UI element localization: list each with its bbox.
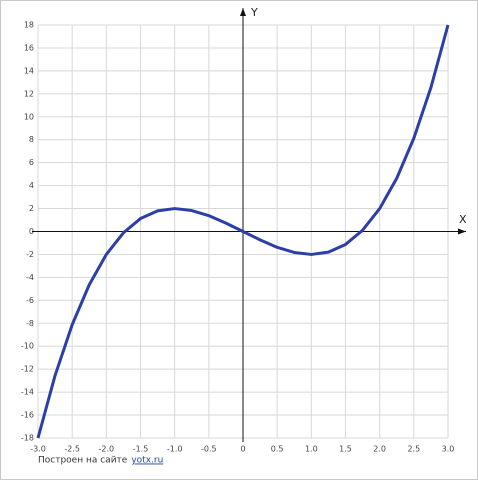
y-tick-label: 12 (24, 89, 34, 98)
y-tick-label: -16 (21, 411, 34, 420)
x-tick-label: 1.5 (339, 445, 352, 454)
x-tick-label: -1.0 (167, 445, 183, 454)
y-tick-label: -14 (21, 388, 34, 397)
x-tick-label: -0.5 (201, 445, 217, 454)
x-tick-label: 0 (240, 445, 245, 454)
y-tick-label: 0 (29, 227, 34, 236)
x-tick-label: -3.0 (30, 445, 46, 454)
y-axis-arrow (240, 8, 246, 16)
x-tick-label: -2.0 (99, 445, 115, 454)
x-tick-label: 3.0 (442, 445, 455, 454)
x-tick-label: 2.5 (407, 445, 420, 454)
y-tick-label: -2 (26, 250, 34, 259)
y-tick-label: 8 (29, 135, 34, 144)
y-tick-label: -18 (21, 434, 34, 443)
x-tick-label: 0.5 (271, 445, 284, 454)
x-axis-arrow (458, 228, 466, 235)
x-tick-label: -2.5 (64, 445, 80, 454)
curve (36, 24, 450, 439)
y-tick-label: 4 (29, 181, 34, 190)
y-tick-label: -8 (26, 319, 34, 328)
x-tick-label: 2.0 (373, 445, 386, 454)
y-axis-label: Y (250, 6, 258, 19)
y-tick-label: 16 (24, 43, 34, 52)
y-tick-label: 2 (29, 204, 34, 213)
x-tick-label: -1.5 (133, 445, 149, 454)
y-tick-label: -12 (21, 365, 34, 374)
y-tick-label: 10 (24, 112, 34, 121)
footer-link[interactable]: yotx.ru (131, 456, 163, 466)
x-axis-label: X (459, 213, 467, 226)
y-tick-label: 14 (24, 66, 34, 75)
y-tick-label: -10 (21, 342, 34, 351)
x-tick-label: 1.0 (305, 445, 318, 454)
y-tick-label: -4 (26, 273, 34, 282)
y-tick-label: 6 (29, 158, 34, 167)
footer-text: Построен на сайте (38, 456, 128, 466)
y-tick-label: -6 (26, 296, 34, 305)
y-tick-label: 18 (24, 21, 34, 30)
